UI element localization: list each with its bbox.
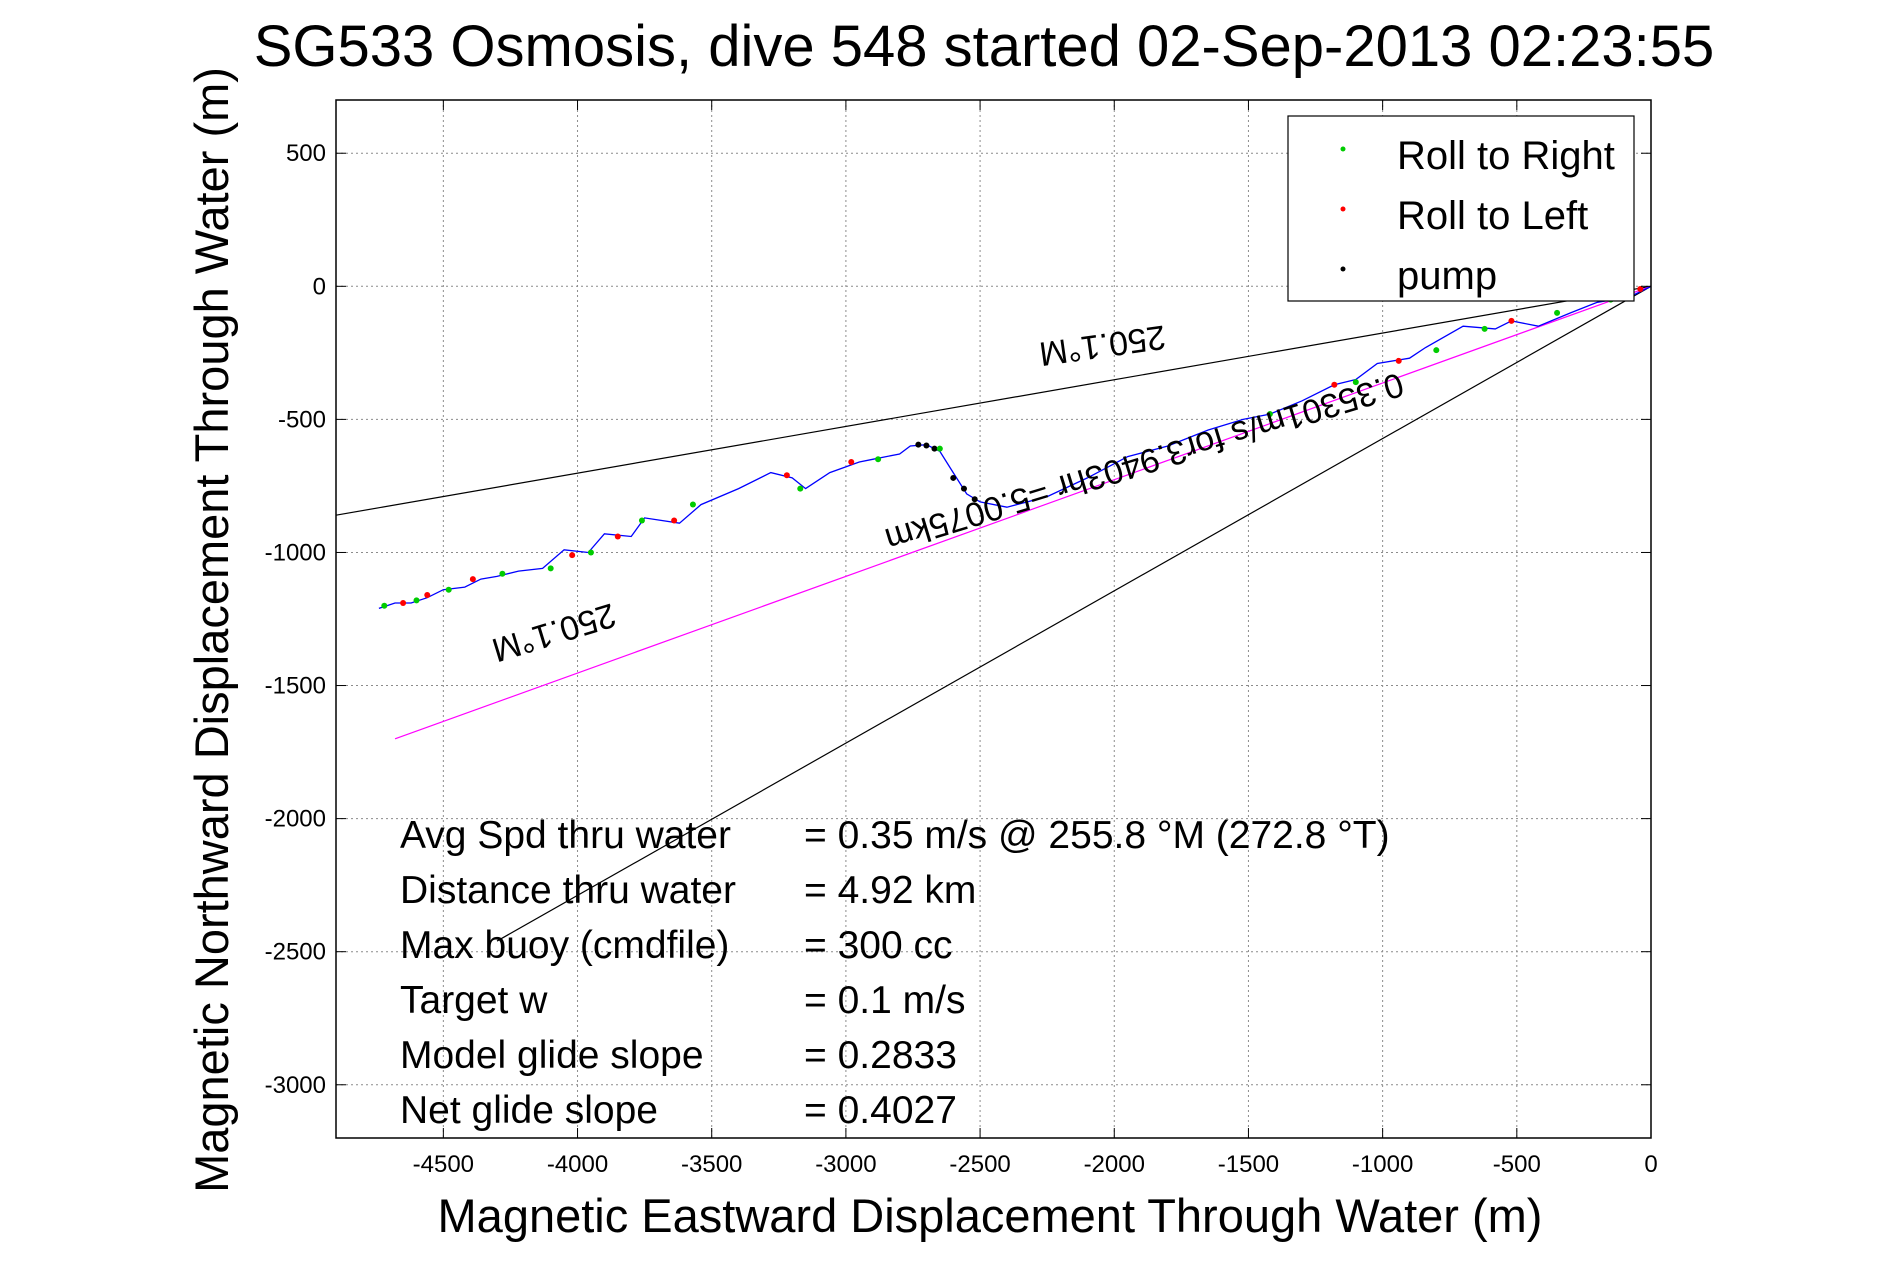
- legend-label: Roll to Left: [1397, 194, 1588, 238]
- roll-right-point: [797, 485, 804, 492]
- info-label: Max buoy (cmdfile): [400, 924, 729, 967]
- info-label: Avg Spd thru water: [400, 814, 731, 857]
- roll-right-point: [413, 597, 420, 604]
- info-value: = 0.4027: [804, 1089, 957, 1132]
- info-value: = 300 cc: [804, 924, 953, 967]
- x-tick-label: -4500: [413, 1151, 474, 1178]
- x-tick-label: 0: [1644, 1151, 1657, 1178]
- reference-line-envelope-upper: [335, 285, 1652, 516]
- x-tick-label: -500: [1493, 1151, 1541, 1178]
- roll-right-point: [1352, 379, 1359, 386]
- x-tick-label: -3000: [815, 1151, 876, 1178]
- roll-right-point: [547, 565, 554, 572]
- x-axis-ticks: -4500 -4000 -3500 -3000 -2500 -2000 -1500 -1000…: [413, 100, 1658, 1178]
- roll-right-point: [1433, 347, 1440, 354]
- x-axis-label: Magnetic Eastward Displacement Through W…: [438, 1189, 1543, 1242]
- info-value: = 0.1 m/s: [804, 979, 965, 1022]
- y-tick-label: -3000: [265, 1072, 326, 1099]
- x-tick-label: -2500: [949, 1151, 1010, 1178]
- reference-line-heading-line: [394, 285, 1652, 740]
- legend-marker: [1340, 146, 1346, 152]
- markers: [381, 285, 1644, 609]
- roll-right-point: [875, 456, 882, 463]
- roll-left-point: [569, 552, 576, 559]
- pump-point: [923, 442, 930, 449]
- x-tick-label: -2000: [1084, 1151, 1145, 1178]
- roll-left-point: [400, 600, 407, 607]
- pump-point: [931, 445, 938, 452]
- info-value: = 4.92 km: [804, 869, 976, 912]
- legend-marker: [1340, 266, 1346, 272]
- y-axis-label: Magnetic Northward Displacement Through …: [185, 67, 238, 1193]
- roll-right-point: [1554, 309, 1561, 316]
- y-tick-label: 0: [313, 273, 326, 300]
- info-label: Net glide slope: [400, 1089, 658, 1132]
- legend-marker: [1340, 206, 1346, 212]
- info-label: Model glide slope: [400, 1034, 704, 1077]
- roll-left-point: [424, 592, 431, 599]
- roll-right-point: [587, 549, 594, 556]
- info-text-block: Avg Spd thru water = 0.35 m/s @ 255.8 °M …: [400, 814, 1390, 1132]
- x-tick-label: -1500: [1218, 1151, 1279, 1178]
- pump-point: [950, 474, 957, 481]
- pump-point: [960, 485, 967, 492]
- roll-left-point: [614, 533, 621, 540]
- roll-right-point: [499, 570, 506, 577]
- y-tick-label: -500: [278, 406, 326, 433]
- roll-left-point: [671, 517, 678, 524]
- plot-frame: [335, 99, 1652, 1139]
- info-value: = 0.35 m/s @ 255.8 °M (272.8 °T): [804, 814, 1390, 857]
- legend-label: Roll to Right: [1397, 134, 1615, 178]
- y-tick-label: -1500: [265, 673, 326, 700]
- info-label: Distance thru water: [400, 869, 736, 912]
- legend: Roll to Right Roll to Left pump: [1287, 115, 1635, 302]
- y-axis-ticks: 500 0 -500 -1000 -1500 -2000 -2500 -3000: [265, 140, 1651, 1099]
- roll-left-point: [848, 458, 855, 465]
- info-label: Target w: [400, 979, 548, 1022]
- roll-right-point: [638, 517, 645, 524]
- reference-line-envelope-lower: [496, 285, 1652, 942]
- roll-right-point: [936, 445, 943, 452]
- legend-label: pump: [1397, 254, 1497, 298]
- roll-left-point: [469, 576, 476, 583]
- info-value: = 0.2833: [804, 1034, 957, 1077]
- roll-right-point: [381, 602, 388, 609]
- pump-point: [915, 441, 922, 448]
- y-tick-label: -1000: [265, 539, 326, 566]
- x-tick-label: -1000: [1352, 1151, 1413, 1178]
- roll-left-point: [1508, 317, 1515, 324]
- roll-right-point: [1481, 325, 1488, 332]
- legend-box: [1287, 115, 1635, 302]
- pump-point: [971, 496, 978, 503]
- y-tick-label: 500: [286, 140, 326, 167]
- roll-left-point: [1395, 357, 1402, 364]
- x-tick-label: -3500: [681, 1151, 742, 1178]
- reference-lines: [335, 285, 1652, 942]
- roll-left-point: [1637, 285, 1644, 292]
- roll-left-point: [783, 472, 790, 479]
- y-tick-label: -2000: [265, 806, 326, 833]
- x-tick-label: -4000: [547, 1151, 608, 1178]
- roll-right-point: [689, 501, 696, 508]
- roll-left-point: [1331, 381, 1338, 388]
- roll-right-point: [445, 586, 452, 593]
- y-tick-label: -2500: [265, 939, 326, 966]
- roll-right-point: [1266, 411, 1273, 418]
- chart-title: SG533 Osmosis, dive 548 started 02-Sep-2…: [254, 14, 1715, 79]
